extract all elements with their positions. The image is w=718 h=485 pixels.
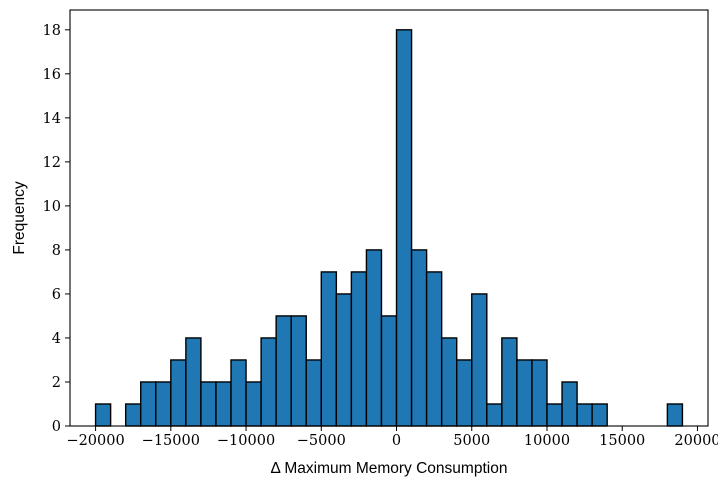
y-axis-label: Frequency xyxy=(11,181,28,254)
x-tick-label: 0 xyxy=(392,433,401,449)
histogram-bar xyxy=(230,359,247,427)
y-tick-label: 0 xyxy=(52,419,61,435)
x-axis-ticks: −20000 −15000 −10000 −5000 0 5000 10000 15000 20… xyxy=(66,426,718,449)
histogram-bar xyxy=(666,403,684,427)
histogram-bar xyxy=(245,381,262,427)
histogram-bar xyxy=(185,337,202,427)
x-tick-label: 20000 xyxy=(674,433,718,449)
y-tick-label: 16 xyxy=(43,67,61,83)
histogram-bar xyxy=(425,271,443,427)
x-tick-label: −15000 xyxy=(142,433,200,449)
y-tick-label: 14 xyxy=(43,111,61,127)
y-tick-label: 4 xyxy=(52,331,61,347)
x-tick-label: −20000 xyxy=(66,433,124,449)
histogram-bar xyxy=(546,403,563,427)
x-tick-label: 5000 xyxy=(453,433,490,449)
x-tick-label: 10000 xyxy=(524,433,570,449)
histogram-bar xyxy=(365,249,383,427)
y-tick-label: 10 xyxy=(43,199,61,215)
y-tick-label: 6 xyxy=(52,287,61,303)
x-tick-label: 15000 xyxy=(599,433,645,449)
histogram-bar xyxy=(305,359,322,427)
histogram-bar xyxy=(275,315,292,427)
y-tick-label: 18 xyxy=(43,23,61,39)
histogram-bar xyxy=(501,337,518,427)
histogram-bar xyxy=(94,403,112,427)
y-tick-label: 8 xyxy=(52,243,61,259)
y-tick-label: 2 xyxy=(52,375,61,391)
histogram-bar xyxy=(260,337,277,427)
histogram-bar xyxy=(486,403,503,427)
histogram-bars xyxy=(94,29,684,427)
histogram-bar xyxy=(561,381,578,427)
histogram-bar xyxy=(200,381,217,427)
plot-frame xyxy=(69,9,709,427)
histogram-bar xyxy=(471,293,488,427)
x-axis-label: Δ Maximum Memory Consumption xyxy=(271,460,508,477)
histogram-bar xyxy=(155,381,172,427)
histogram-bar xyxy=(215,381,232,427)
histogram-bar xyxy=(170,359,187,427)
histogram-bar xyxy=(591,403,608,427)
histogram-bar xyxy=(410,249,428,427)
histogram-bar xyxy=(380,315,398,427)
x-tick-label: −5000 xyxy=(297,433,346,449)
histogram-bar xyxy=(440,337,458,427)
histogram-bar xyxy=(395,29,413,427)
histogram-bar xyxy=(350,271,368,427)
histogram-bar xyxy=(456,359,473,427)
histogram-bar xyxy=(576,403,593,427)
histogram-bar xyxy=(290,315,307,427)
histogram-bar xyxy=(320,271,338,427)
y-tick-label: 12 xyxy=(43,155,61,171)
histogram-bar xyxy=(124,403,142,427)
x-tick-label: −10000 xyxy=(217,433,275,449)
histogram-bar xyxy=(516,359,533,427)
histogram-bar xyxy=(335,293,353,427)
histogram-bar xyxy=(140,381,157,427)
y-axis-ticks: 0 2 4 6 8 10 12 14 16 18 xyxy=(43,23,70,435)
histogram-bar xyxy=(531,359,548,427)
